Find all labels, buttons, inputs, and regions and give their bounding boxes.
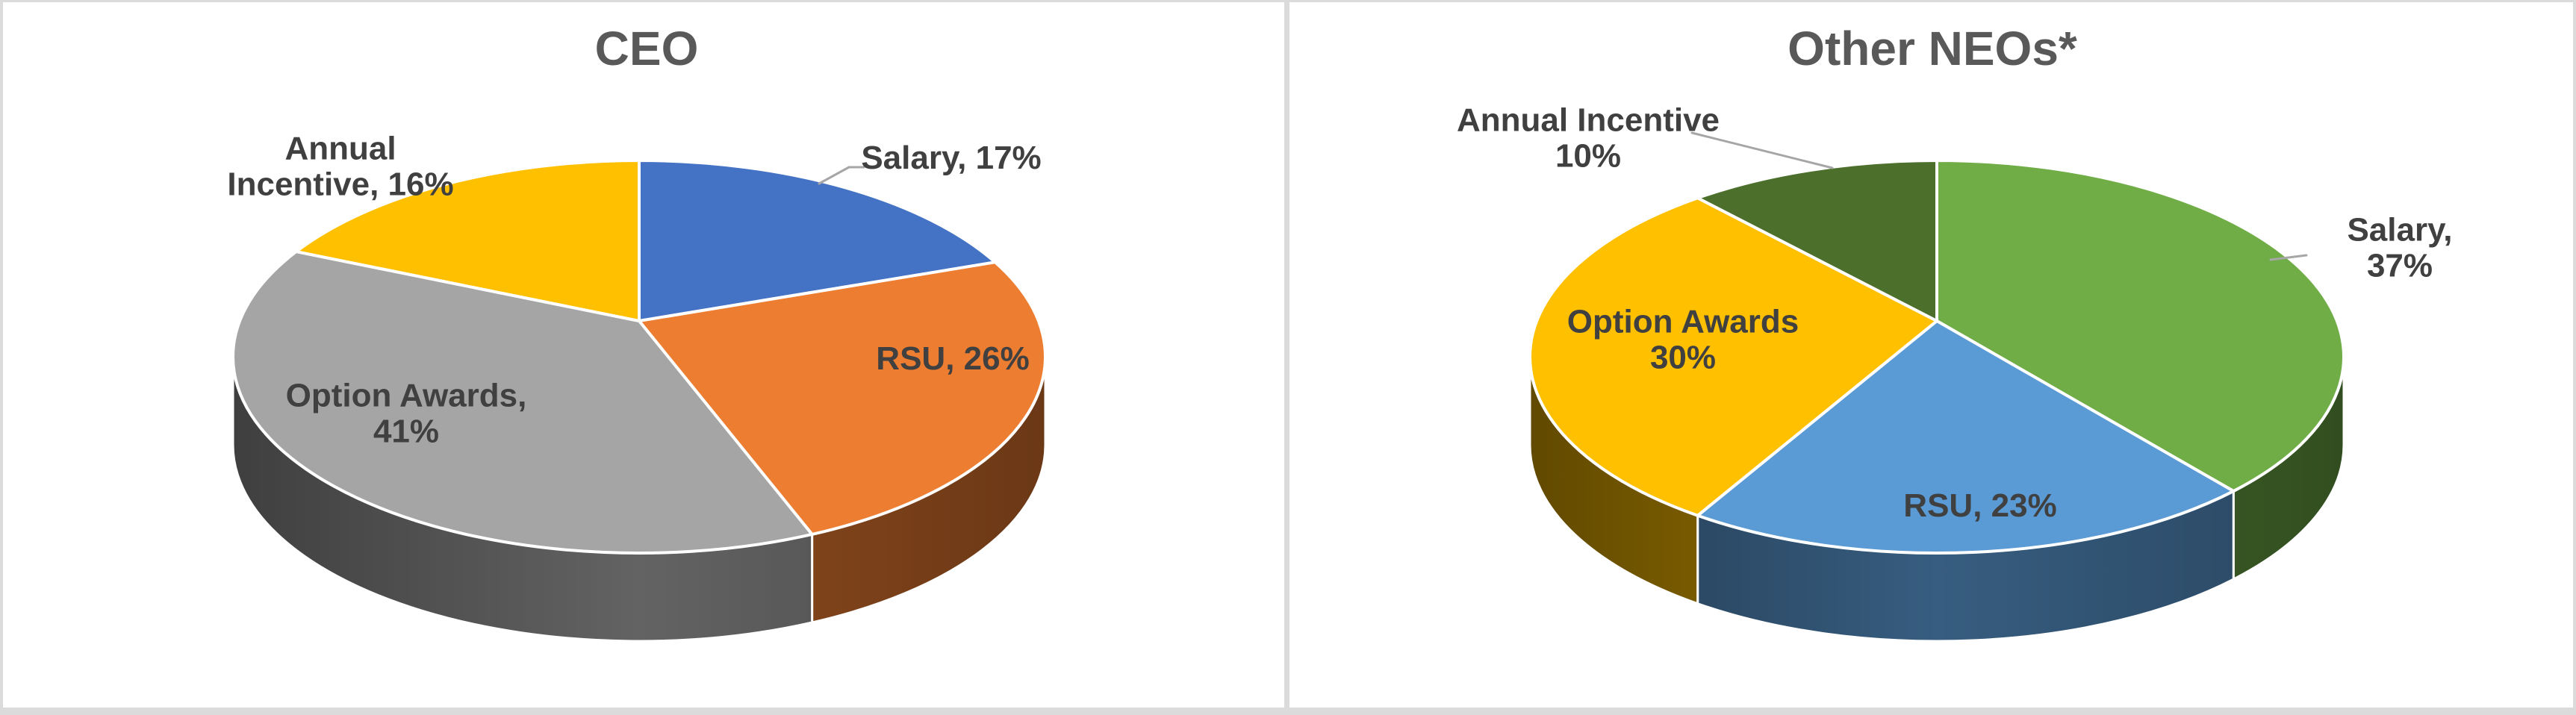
label-neos-annual-incentive: Annual Incentive 10% — [1456, 102, 1720, 174]
label-ceo-annual-incentive: Annual Incentive, 16% — [227, 130, 454, 202]
label-neos-rsu: RSU, 23% — [1903, 487, 2057, 525]
pie-slice-rsu — [1696, 319, 2236, 555]
label-neos-salary: Salary, 37% — [2347, 211, 2453, 284]
pie-slice-annual-incentive — [1696, 159, 1938, 322]
pie-slice-rsu — [638, 260, 1047, 536]
pie-slice-option-awards — [231, 250, 814, 555]
label-ceo-rsu: RSU, 26% — [876, 340, 1030, 378]
pie-slice-annual-incentive — [294, 159, 641, 322]
label-ceo-salary: Salary, 17% — [861, 140, 1042, 177]
pie-slice-salary — [638, 159, 997, 322]
ceo-chart-title: CEO — [594, 22, 699, 75]
leader-line-annual-incentive — [1690, 131, 1834, 169]
other-neos-chart-title: Other NEOs* — [1788, 22, 2077, 75]
leader-line-salary — [818, 166, 865, 185]
label-ceo-option-awards: Option Awards, 41% — [285, 377, 527, 449]
label-neos-option-awards: Option Awards 30% — [1567, 303, 1799, 375]
leader-line-salary — [2269, 254, 2308, 261]
panel-divider — [1284, 2, 1289, 708]
pie-slice-salary — [1935, 159, 2345, 493]
pie-charts-svg — [231, 131, 2345, 643]
pie-slice-option-awards — [1528, 196, 1938, 517]
